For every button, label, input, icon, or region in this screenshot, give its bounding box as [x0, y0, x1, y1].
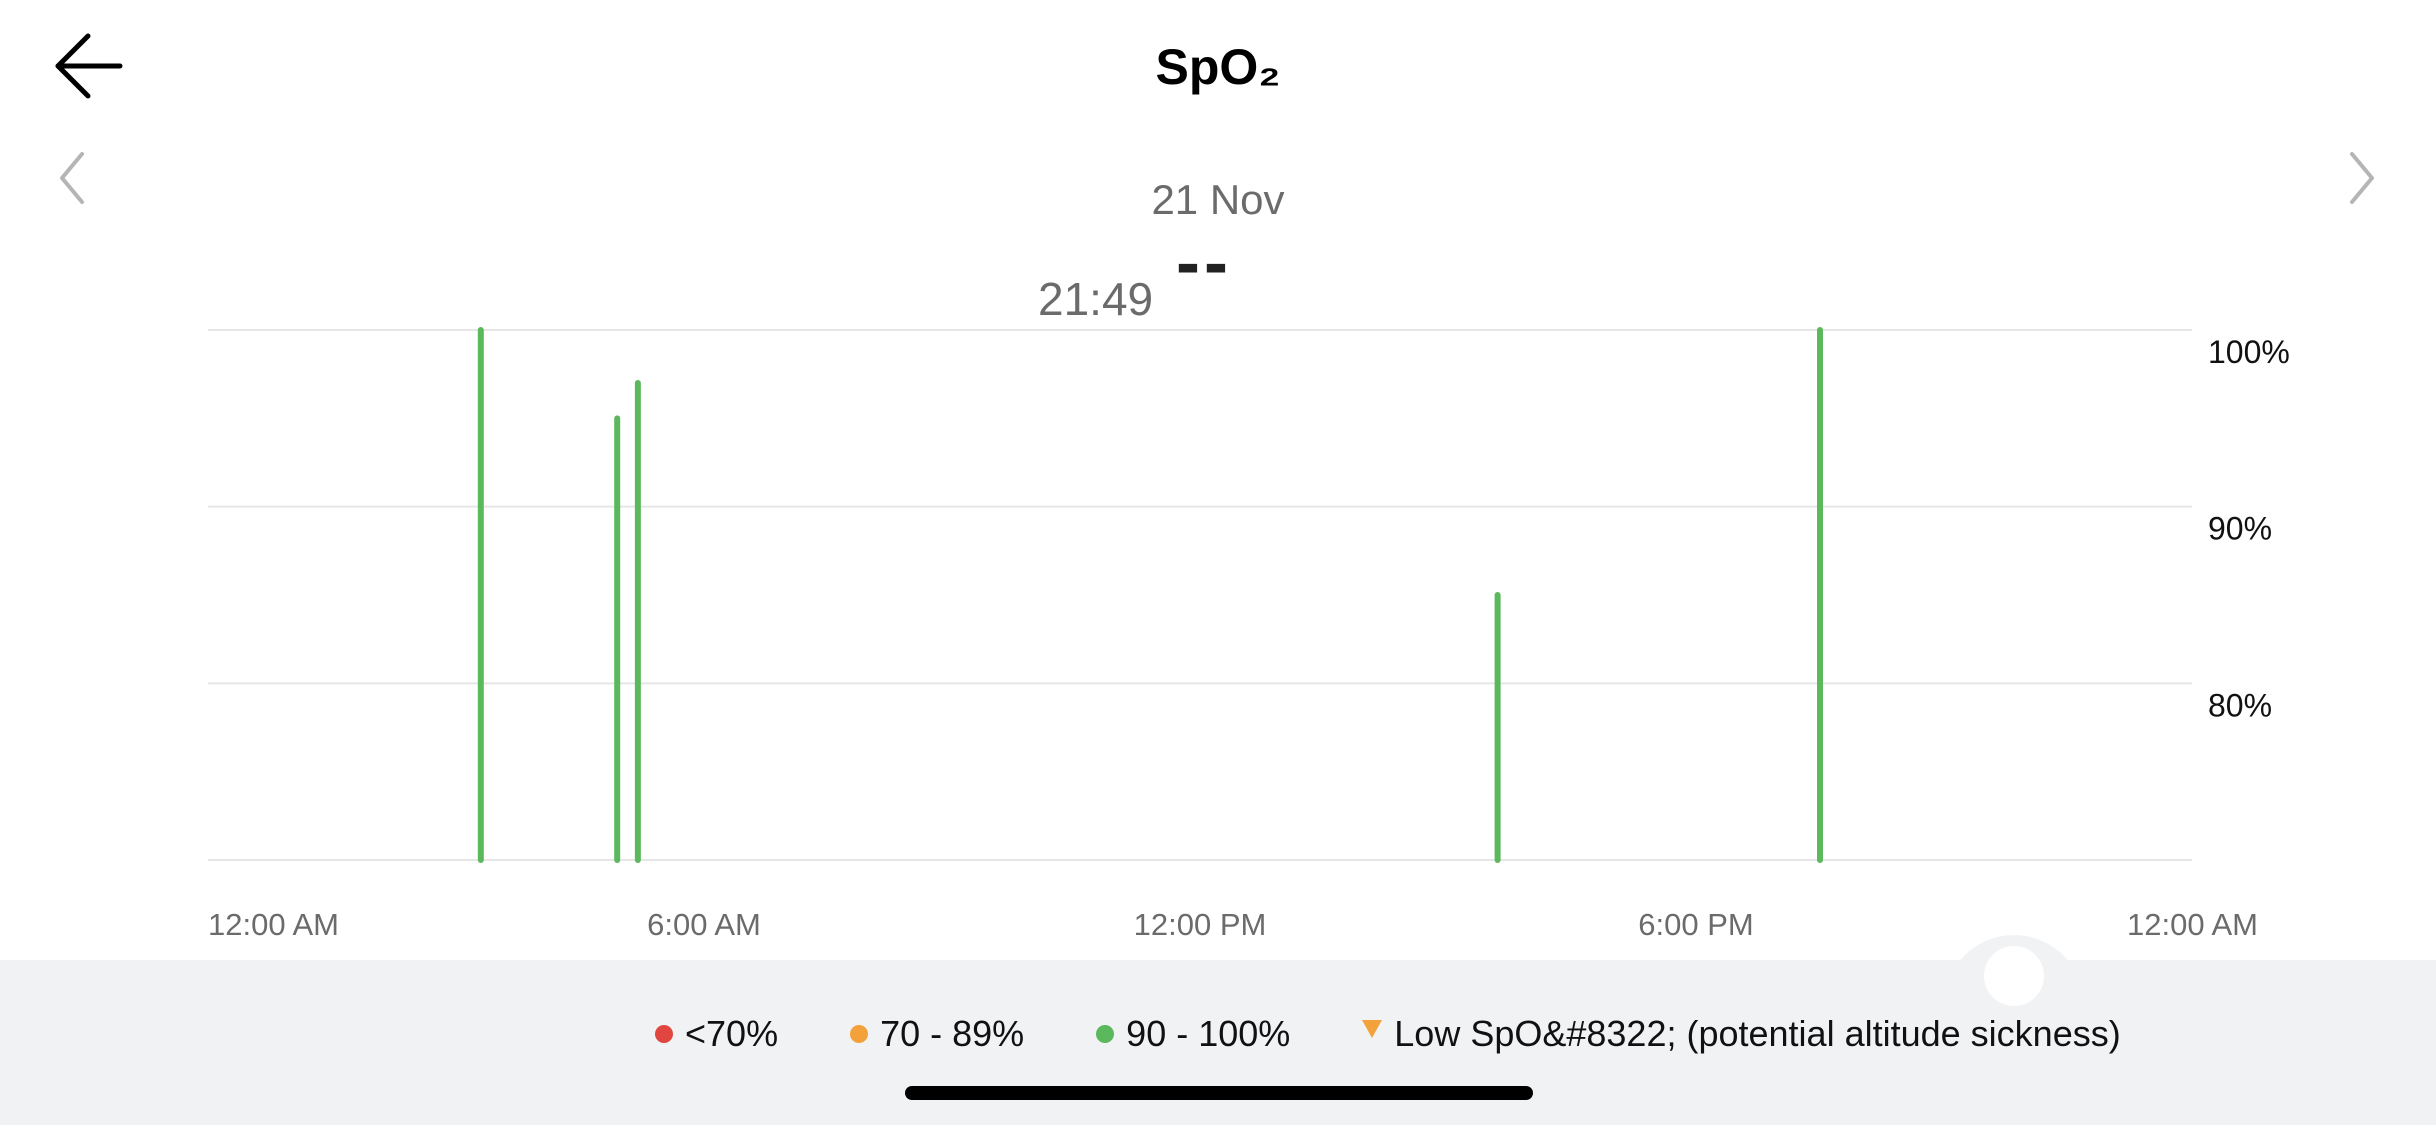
y-tick-label: 90%	[2208, 511, 2272, 547]
x-tick-label: 6:00 PM	[1638, 907, 1753, 942]
legend-item-below-70: <70%	[655, 1013, 778, 1055]
legend-item-low-spo2: Low SpO&#8322; (potential altitude sickn…	[1362, 1013, 2121, 1055]
legend-green-dot-icon	[1096, 1025, 1115, 1043]
y-tick-label: 100%	[2208, 334, 2290, 370]
legend-label: 90 - 100%	[1126, 1013, 1291, 1054]
legend-red-dot-icon	[655, 1025, 673, 1043]
legend-label: <70%	[685, 1013, 779, 1054]
arrow-left-icon	[55, 33, 123, 99]
legend-item-70-89: 70 - 89%	[850, 1013, 1024, 1055]
chevron-left-icon	[60, 152, 84, 204]
legend-item-90-100: 90 - 100%	[1096, 1013, 1290, 1055]
x-tick-label: 12:00 AM	[2127, 907, 2258, 942]
legend-orange-dot-icon	[850, 1025, 869, 1043]
previous-day-button[interactable]	[48, 148, 98, 208]
x-tick-label: 6:00 AM	[647, 907, 761, 942]
y-tick-label: 80%	[2208, 687, 2272, 723]
home-indicator	[905, 1086, 1533, 1100]
page-title: SpO₂	[1155, 39, 1281, 95]
x-tick-label: 12:00 AM	[208, 907, 339, 942]
x-tick-label: 12:00 PM	[1134, 907, 1267, 942]
legend-label: Low SpO&#8322; (potential altitude sickn…	[1394, 1013, 2121, 1054]
back-button[interactable]	[50, 26, 130, 106]
panel-handle-knob[interactable]	[1984, 946, 2044, 1006]
chevron-right-icon	[2350, 152, 2374, 204]
next-day-button[interactable]	[2336, 148, 2386, 208]
value-readout: --	[1176, 223, 1232, 303]
legend-triangle-icon	[1362, 1020, 1383, 1038]
legend-label: 70 - 89%	[880, 1013, 1025, 1054]
date-label: 21 Nov	[1151, 176, 1285, 223]
legend: <70% 70 - 89% 90 - 100% Low SpO&#8322; (…	[655, 1010, 2121, 1058]
time-readout: 21:49	[1038, 273, 1154, 325]
